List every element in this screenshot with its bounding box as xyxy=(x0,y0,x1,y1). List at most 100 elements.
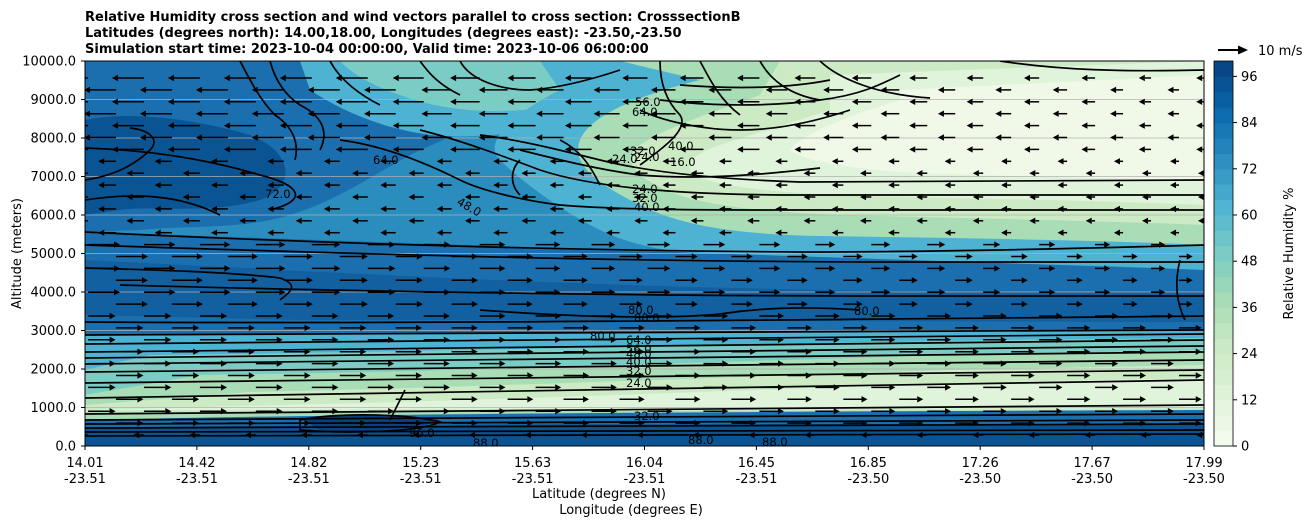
wind-vector-head xyxy=(638,372,645,379)
wind-vector-head xyxy=(361,300,368,308)
wind-vector-head xyxy=(691,277,698,284)
wind-vector-head xyxy=(765,110,772,117)
wind-vector-head xyxy=(861,348,868,355)
wind-vector-head xyxy=(388,360,395,367)
wind-vector-head xyxy=(279,122,286,129)
wind-vector-head xyxy=(279,74,286,82)
wind-vector-head xyxy=(823,86,830,94)
wind-vector-head xyxy=(737,74,744,82)
colorbar-tick-label: 72 xyxy=(1241,162,1258,177)
wind-vector-head xyxy=(718,158,725,165)
wind-vector-head xyxy=(636,300,643,308)
wind-vector-head xyxy=(831,181,838,189)
colorbar-band xyxy=(1214,353,1233,370)
wind-vector-head xyxy=(468,431,475,439)
wind-vector-head xyxy=(722,408,729,415)
wind-vector-head xyxy=(829,241,836,248)
wind-vector-head xyxy=(638,396,645,403)
wind-vector-head xyxy=(98,205,105,213)
wind-vector-head xyxy=(1024,74,1031,82)
wind-vector-head xyxy=(251,277,258,284)
wind-vector-head xyxy=(193,324,200,332)
wind-vector-head xyxy=(694,419,701,427)
wind-vector-head xyxy=(141,253,148,260)
wind-vector-head xyxy=(220,384,227,391)
contour-label: 64.0 xyxy=(632,105,658,119)
wind-vector-head xyxy=(718,229,725,236)
wind-vector-head xyxy=(1028,324,1035,332)
wind-vector-head xyxy=(593,86,600,94)
wind-vector-head xyxy=(335,122,342,129)
wind-vector-head xyxy=(109,408,116,415)
wind-vector-head xyxy=(85,110,90,117)
colorbar-band xyxy=(1214,138,1233,154)
wind-vector-head xyxy=(443,408,450,415)
wind-vector-head xyxy=(98,229,105,236)
wind-vector-head xyxy=(1170,181,1177,189)
wind-vector-head xyxy=(1112,336,1119,343)
wind-vector-head xyxy=(777,312,784,320)
wind-vector-head xyxy=(478,110,485,117)
wind-vector-head xyxy=(526,253,533,260)
colorbar-band xyxy=(1214,276,1233,293)
wind-vector-head xyxy=(1140,372,1147,379)
wind-vector-head xyxy=(1196,122,1203,129)
wind-vector-head xyxy=(995,110,1002,117)
x-tick-label-lon: -23.51 xyxy=(64,472,106,487)
contour-labels: 64.0 56.0 64.0 32.0 24.0 24.0 40.0 24.0 … xyxy=(265,95,880,446)
wind-vector-head xyxy=(276,408,283,415)
wind-vector-head xyxy=(911,253,918,260)
x-tick-label-lon: -23.51 xyxy=(176,472,218,487)
wind-vector-head xyxy=(861,324,868,332)
wind-vector-head xyxy=(1196,74,1203,82)
wind-vector-head xyxy=(1138,74,1145,82)
wind-vector-head xyxy=(499,265,506,272)
wind-vector-head xyxy=(211,205,218,213)
contour-label: 80.0 xyxy=(634,311,660,325)
wind-vector-head xyxy=(323,229,330,236)
colorbar-band xyxy=(1214,107,1233,124)
wind-vector-head xyxy=(889,360,896,367)
wind-vector-head xyxy=(443,336,450,343)
wind-vector-head xyxy=(133,431,140,439)
wind-vector-head xyxy=(944,205,951,213)
wind-vector-head xyxy=(1112,384,1119,391)
wind-vector-head xyxy=(416,300,423,308)
wind-vector-head xyxy=(851,98,858,105)
wind-vector-head xyxy=(889,384,896,391)
wind-vector-head xyxy=(137,372,144,379)
wind-vector-head xyxy=(662,181,669,189)
wind-vector-head xyxy=(193,396,200,403)
wind-vector-head xyxy=(304,372,311,379)
wind-vector-head xyxy=(1085,217,1092,224)
wind-vector-head xyxy=(450,74,457,82)
wind-vector-head xyxy=(1110,86,1117,94)
x-tick-label-lat: 16.85 xyxy=(850,456,887,471)
colorbar-band xyxy=(1214,261,1233,278)
wind-vector-head xyxy=(220,336,227,343)
wind-vector-head xyxy=(805,324,812,332)
wind-vector-head xyxy=(994,265,1001,272)
wind-vector-head xyxy=(364,86,371,94)
wind-vector-head xyxy=(851,74,858,82)
wind-vector-head xyxy=(888,205,895,213)
y-tick-label: 8000.0 xyxy=(31,132,77,147)
wind-vector-head xyxy=(211,181,218,189)
contour-label: 72.0 xyxy=(265,187,291,201)
wind-vector-head xyxy=(536,86,543,94)
wind-vector-head xyxy=(719,289,726,296)
wind-vector-head xyxy=(1057,205,1064,213)
wind-vector-head xyxy=(722,312,729,320)
wind-vector-head xyxy=(1196,146,1203,153)
wind-vector-head xyxy=(888,158,895,165)
wind-vector-head xyxy=(1085,170,1092,177)
wind-vector-head xyxy=(718,181,725,189)
wind-vector-head xyxy=(85,134,90,141)
wind-vector-head xyxy=(471,419,478,427)
wind-vector-head xyxy=(945,384,952,391)
wind-vector-head xyxy=(98,181,105,189)
wind-vector-head xyxy=(392,122,399,129)
contour-label: 80.0 xyxy=(628,303,654,317)
wind-vector-head xyxy=(679,146,686,153)
wind-vector-head xyxy=(794,98,801,105)
